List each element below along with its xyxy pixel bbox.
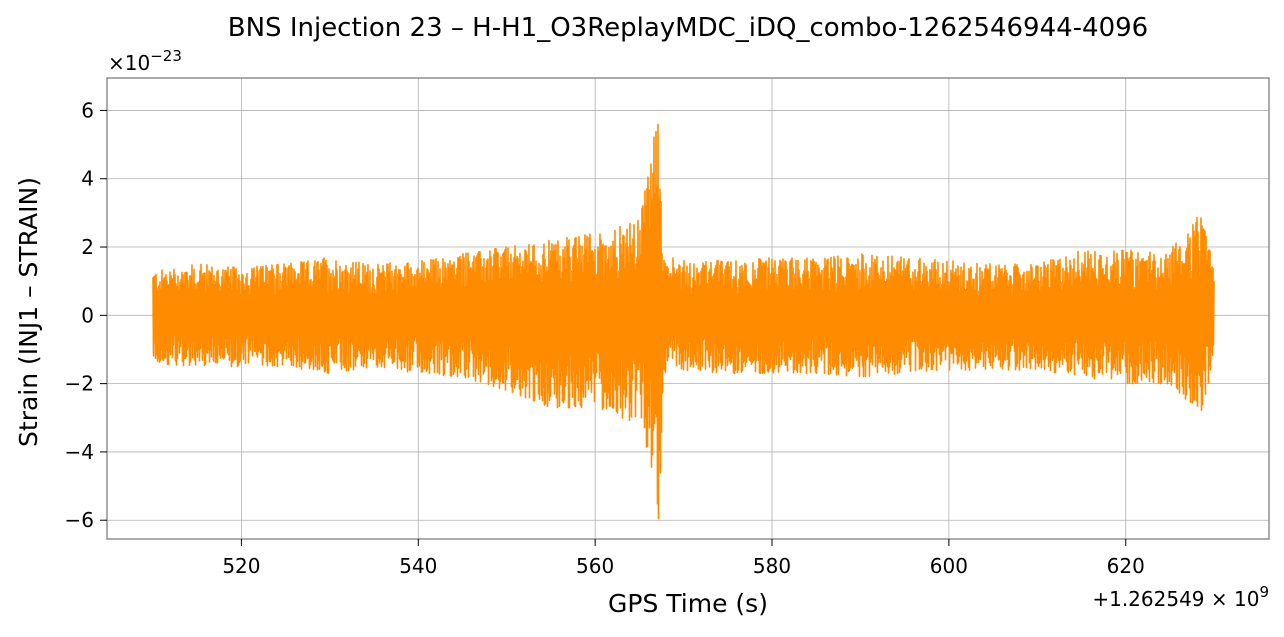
x-tick-label: 620 xyxy=(1107,554,1145,578)
y-tick-label: 2 xyxy=(81,235,94,259)
y-tick-label: 6 xyxy=(81,98,94,122)
y-axis-label: Strain (INJ1 – STRAIN) xyxy=(14,177,43,447)
x-tick-label: 540 xyxy=(399,554,437,578)
x-tick-label: 580 xyxy=(753,554,791,578)
y-tick-label: −6 xyxy=(65,508,94,532)
x-offset-exponent: 9 xyxy=(1259,583,1269,601)
y-tick-label: 4 xyxy=(81,167,94,191)
y-scale-base: ×10 xyxy=(108,51,150,75)
x-tick-label: 520 xyxy=(222,554,260,578)
strain-series-line xyxy=(152,123,1215,520)
y-scale-exponent: −23 xyxy=(150,47,182,65)
x-axis-label: GPS Time (s) xyxy=(608,589,768,618)
x-tick-label: 560 xyxy=(576,554,614,578)
y-tick-label: 0 xyxy=(81,303,94,327)
y-tick-label: −4 xyxy=(65,440,94,464)
y-axis-scale-factor: ×10−23 xyxy=(108,47,182,75)
y-tick-label: −2 xyxy=(65,372,94,396)
x-tick-label: 600 xyxy=(930,554,968,578)
x-offset-base: +1.262549 × 10 xyxy=(1092,587,1259,611)
plot-area-frame xyxy=(106,77,1270,540)
x-axis-offset-label: +1.262549 × 109 xyxy=(1092,583,1269,611)
axis-ticks: 520 540 560 580 600 620 −6 −4 −2 0 2 4 6 xyxy=(65,98,1145,578)
chart-title: BNS Injection 23 – H-H1_O3ReplayMDC_iDQ_… xyxy=(228,13,1148,43)
series-layer xyxy=(152,123,1215,520)
